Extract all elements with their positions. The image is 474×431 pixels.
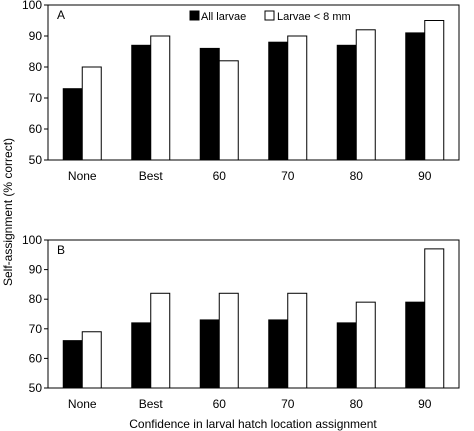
y-tick-label: 50 (29, 153, 43, 167)
legend-label-all-larvae: All larvae (201, 11, 246, 23)
bar-larvae-8-mm-60 (218, 60, 239, 161)
bar-larvae-8-mm-80 (355, 29, 376, 161)
bar-larvae-8-mm-best (150, 292, 171, 389)
legend-swatch-larvae-small (264, 10, 275, 21)
x-category-label: Best (139, 169, 164, 183)
bar-larvae-8-mm-90 (424, 248, 445, 389)
y-tick-label: 70 (29, 91, 43, 105)
y-tick-label: 100 (22, 0, 42, 12)
y-axis-title: Self-assignment (% correct) (1, 138, 15, 286)
legend: All larvae Larvae < 8 mm (189, 10, 351, 23)
y-tick-label: 70 (29, 322, 43, 336)
x-category-label: 60 (213, 169, 227, 183)
bar-all-larvae-none (62, 88, 83, 161)
panel-a: 50 60 70 80 90 100 None Best 60 70 80 90 A (22, 0, 460, 183)
bar-all-larvae-90 (405, 32, 426, 161)
plot-frame (47, 4, 460, 161)
y-tick-label: 100 (22, 233, 42, 247)
y-tick-label: 80 (29, 292, 43, 306)
y-tick-label: 90 (29, 29, 43, 43)
bar-all-larvae-none (62, 340, 83, 389)
x-category-label: 80 (350, 397, 364, 411)
x-category-label: 60 (213, 397, 227, 411)
x-category-label: 70 (281, 397, 295, 411)
y-tick-label: 50 (29, 381, 43, 395)
bar-all-larvae-60 (199, 319, 220, 389)
bar-all-larvae-70 (268, 319, 289, 389)
bar-larvae-8-mm-70 (287, 292, 308, 389)
y-tick-label: 60 (29, 122, 43, 136)
bar-larvae-8-mm-90 (424, 20, 445, 161)
x-category-label: 70 (281, 169, 295, 183)
x-category-label: Best (139, 397, 164, 411)
y-tick-label: 60 (29, 351, 43, 365)
bar-all-larvae-80 (336, 322, 357, 389)
bar-larvae-8-mm-80 (355, 301, 376, 389)
x-category-label: None (68, 169, 97, 183)
bar-larvae-8-mm-none (81, 331, 102, 389)
bar-all-larvae-best (131, 322, 152, 389)
panel-label: B (57, 243, 65, 257)
x-category-label: 90 (418, 397, 432, 411)
bar-larvae-8-mm-best (150, 35, 171, 161)
bar-larvae-8-mm-70 (287, 35, 308, 161)
legend-swatch-all-larvae (189, 10, 200, 21)
y-tick-label: 90 (29, 263, 43, 277)
bar-larvae-8-mm-none (81, 66, 102, 161)
panel-b: 50 60 70 80 90 100 None Best 60 70 80 90 B (22, 233, 460, 411)
bar-all-larvae-90 (405, 301, 426, 389)
bar-all-larvae-70 (268, 41, 289, 161)
bar-all-larvae-best (131, 44, 152, 161)
panel-label: A (57, 8, 65, 22)
bar-all-larvae-60 (199, 47, 220, 161)
legend-label-larvae-small: Larvae < 8 mm (277, 11, 351, 23)
bar-larvae-8-mm-60 (218, 292, 239, 389)
plot-frame (47, 239, 460, 389)
bar-all-larvae-80 (336, 44, 357, 161)
x-category-label: 80 (350, 169, 364, 183)
y-tick-label: 80 (29, 60, 43, 74)
x-category-label: 90 (418, 169, 432, 183)
x-category-label: None (68, 397, 97, 411)
x-axis-title: Confidence in larval hatch location assi… (129, 417, 377, 431)
